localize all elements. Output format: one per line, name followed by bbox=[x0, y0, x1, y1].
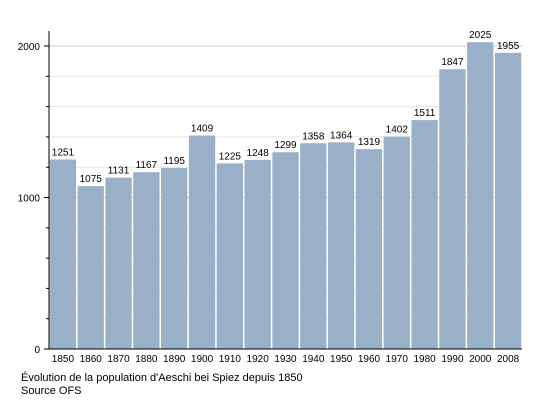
bar-2000 bbox=[467, 42, 494, 350]
data-label-1970: 1402 bbox=[386, 125, 409, 136]
bar-1990 bbox=[439, 69, 466, 349]
bar-1930 bbox=[272, 152, 299, 349]
x-tick-1900: 1900 bbox=[191, 354, 214, 365]
data-label-1880: 1167 bbox=[136, 160, 158, 171]
data-label-1960: 1319 bbox=[358, 137, 381, 148]
x-tick-1930: 1930 bbox=[274, 354, 297, 365]
bar-1910 bbox=[216, 163, 244, 349]
data-label-1870: 1131 bbox=[108, 166, 130, 177]
bar-2008 bbox=[494, 52, 522, 349]
bars bbox=[49, 42, 522, 350]
x-tick-1980: 1980 bbox=[413, 354, 436, 365]
axes bbox=[44, 31, 522, 350]
bar-1960 bbox=[355, 149, 383, 349]
bar-1860 bbox=[77, 186, 104, 349]
data-labels: 1251 1075 1131 1167 1195 1409 1225 1248 1299 1358… bbox=[52, 30, 520, 185]
x-tick-1880: 1880 bbox=[135, 354, 158, 365]
bar-1970 bbox=[383, 136, 410, 349]
y-tick-label-2000: 2000 bbox=[18, 42, 41, 53]
data-label-1850: 1251 bbox=[52, 147, 75, 158]
data-label-1900: 1409 bbox=[191, 124, 214, 135]
x-tick-1850: 1850 bbox=[52, 354, 75, 365]
x-tick-1990: 1990 bbox=[441, 354, 464, 365]
x-tick-1910: 1910 bbox=[219, 354, 242, 365]
bar-1950 bbox=[327, 142, 355, 349]
x-tick-1960: 1960 bbox=[358, 354, 381, 365]
data-label-1940: 1358 bbox=[302, 131, 325, 142]
bar-1890 bbox=[161, 167, 188, 349]
y-tick-label-1000: 1000 bbox=[18, 194, 41, 205]
chart-source: Source OFS bbox=[21, 385, 82, 397]
data-label-1980: 1511 bbox=[414, 108, 436, 119]
data-label-2000: 2025 bbox=[469, 30, 492, 41]
x-tick-1940: 1940 bbox=[302, 354, 325, 365]
data-label-1990: 1847 bbox=[441, 57, 464, 68]
x-tick-labels: 1850 1860 1870 1880 1890 1900 1910 1920 1930 1940… bbox=[52, 354, 520, 365]
data-label-1910: 1225 bbox=[219, 151, 242, 162]
y-tick-labels: 0 1000 2000 bbox=[18, 42, 41, 356]
chart-caption: Évolution de la population d'Aeschi bei … bbox=[21, 372, 303, 384]
bar-1900 bbox=[188, 135, 216, 349]
bar-1940 bbox=[300, 143, 327, 349]
y-tick-label-0: 0 bbox=[34, 345, 40, 356]
bar-1920 bbox=[244, 159, 271, 349]
x-tick-2000: 2000 bbox=[469, 354, 492, 365]
x-tick-1860: 1860 bbox=[80, 354, 103, 365]
x-tick-2008: 2008 bbox=[497, 354, 520, 365]
x-tick-1890: 1890 bbox=[163, 354, 186, 365]
x-tick-1870: 1870 bbox=[107, 354, 130, 365]
bar-1870 bbox=[105, 177, 132, 349]
bar-1850 bbox=[49, 159, 77, 349]
x-tick-1920: 1920 bbox=[247, 354, 270, 365]
bar-1880 bbox=[133, 172, 160, 349]
x-tick-1950: 1950 bbox=[330, 354, 353, 365]
data-label-1930: 1299 bbox=[274, 140, 297, 151]
data-label-1860: 1075 bbox=[80, 174, 103, 185]
bar-1980 bbox=[411, 120, 438, 350]
x-tick-1970: 1970 bbox=[386, 354, 409, 365]
data-label-1890: 1195 bbox=[163, 156, 185, 167]
data-label-2008: 1955 bbox=[497, 41, 520, 52]
data-label-1920: 1248 bbox=[247, 148, 270, 159]
data-label-1950: 1364 bbox=[330, 130, 353, 141]
